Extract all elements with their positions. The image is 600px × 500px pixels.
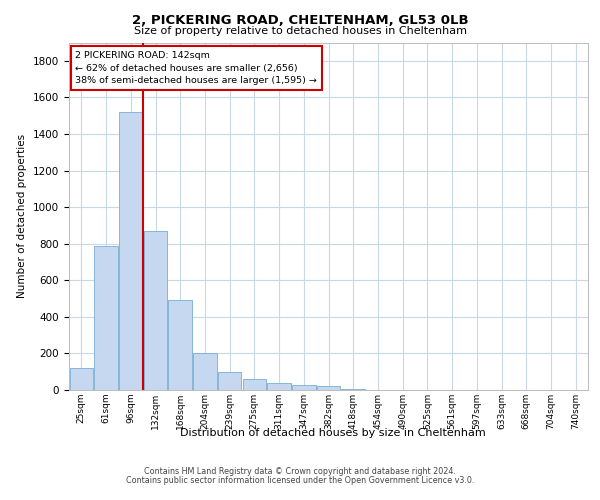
- Text: Contains HM Land Registry data © Crown copyright and database right 2024.: Contains HM Land Registry data © Crown c…: [144, 467, 456, 476]
- Y-axis label: Number of detached properties: Number of detached properties: [17, 134, 28, 298]
- Bar: [70, 368, 93, 390]
- Bar: [193, 352, 217, 390]
- Bar: [292, 385, 316, 390]
- Text: Distribution of detached houses by size in Cheltenham: Distribution of detached houses by size …: [180, 428, 486, 438]
- Bar: [268, 383, 291, 390]
- Bar: [169, 300, 192, 390]
- Bar: [144, 231, 167, 390]
- Text: Contains public sector information licensed under the Open Government Licence v3: Contains public sector information licen…: [126, 476, 474, 485]
- Bar: [341, 389, 365, 390]
- Text: Size of property relative to detached houses in Cheltenham: Size of property relative to detached ho…: [133, 26, 467, 36]
- Bar: [119, 112, 143, 390]
- Bar: [317, 386, 340, 390]
- Bar: [218, 372, 241, 390]
- Bar: [242, 379, 266, 390]
- Text: 2, PICKERING ROAD, CHELTENHAM, GL53 0LB: 2, PICKERING ROAD, CHELTENHAM, GL53 0LB: [131, 14, 469, 27]
- Text: 2 PICKERING ROAD: 142sqm
← 62% of detached houses are smaller (2,656)
38% of sem: 2 PICKERING ROAD: 142sqm ← 62% of detach…: [75, 51, 317, 85]
- Bar: [94, 246, 118, 390]
